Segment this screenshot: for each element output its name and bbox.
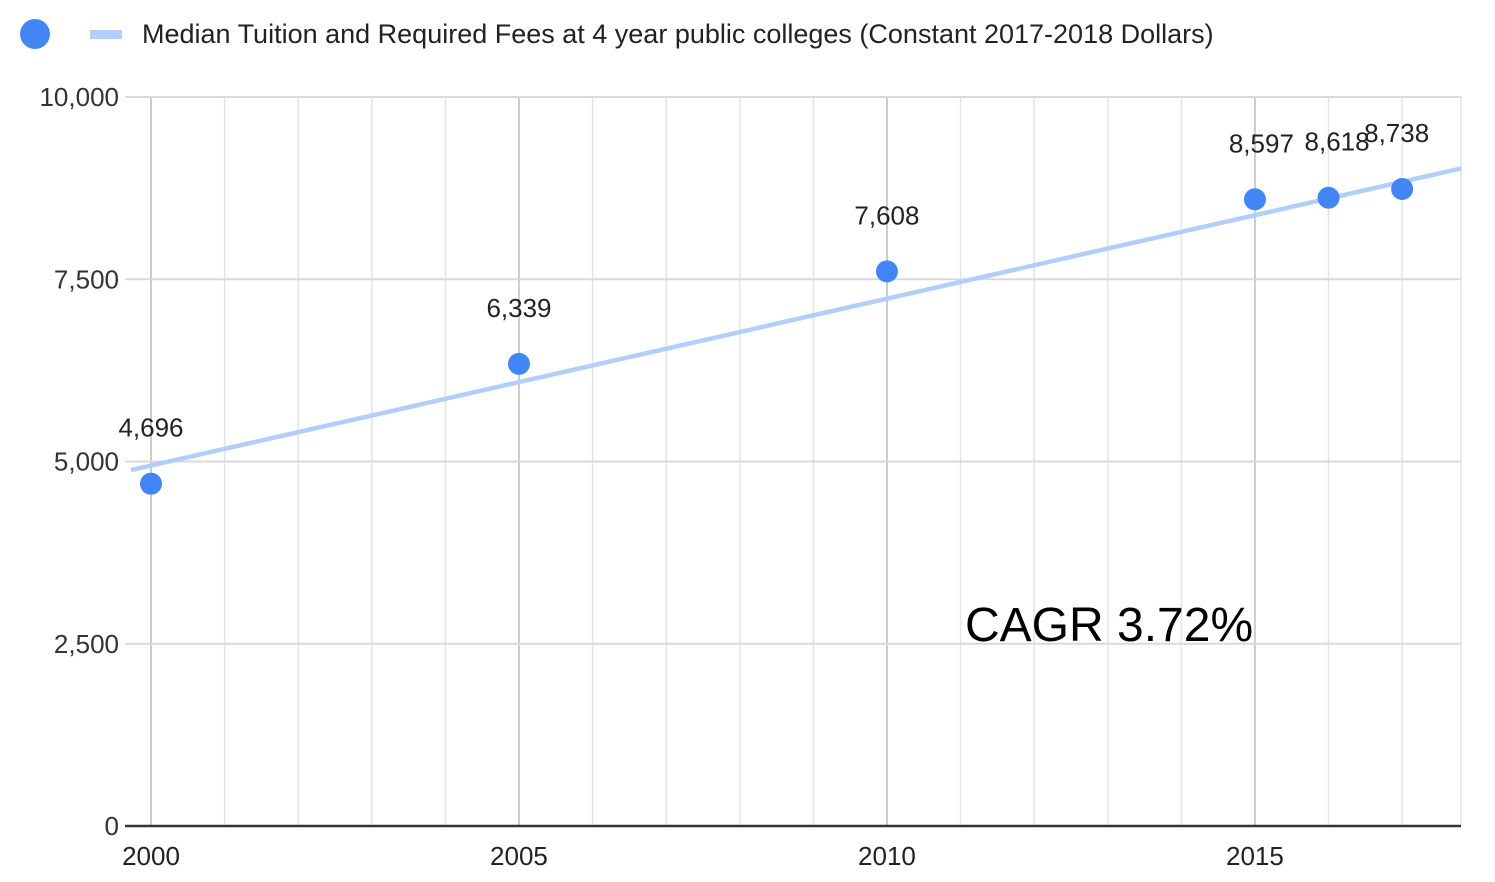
x-tick-label: 2015	[1226, 841, 1284, 871]
legend-trendline-marker	[90, 29, 122, 39]
data-label: 8,738	[1364, 118, 1429, 148]
data-point	[140, 472, 162, 495]
legend-trendline-label: Median Tuition and Required Fees at 4 ye…	[142, 18, 1214, 49]
data-point	[507, 352, 530, 375]
legend: Median Tuition and Required Fees at 4 ye…	[20, 14, 1214, 54]
x-tick-label: 2010	[858, 841, 916, 871]
data-label: 8,597	[1229, 128, 1294, 158]
data-label: 6,339	[486, 293, 551, 323]
points-layer	[140, 177, 1414, 495]
x-tick-label: 2005	[490, 841, 548, 871]
legend-scatter-marker	[20, 19, 50, 49]
y-tick-label: 7,500	[54, 264, 119, 294]
data-label: 4,696	[118, 413, 183, 443]
y-tick-label: 2,500	[54, 629, 119, 659]
data-point	[1243, 188, 1266, 211]
y-tick-label: 0	[105, 811, 119, 841]
data-point	[1317, 186, 1340, 209]
grid	[125, 96, 1462, 826]
trendline-layer	[130, 166, 1462, 473]
y-tick-label: 5,000	[54, 447, 119, 477]
y-tick-label: 10,000	[39, 82, 119, 112]
data-point	[875, 260, 898, 283]
data-label: 7,608	[854, 200, 919, 230]
axes: 0 2,500 5,000 7,500 10,000 2000 2005 2010 2015	[39, 82, 1461, 871]
x-tick-label: 2000	[122, 841, 180, 871]
cagr-annotation: CAGR 3.72%	[965, 599, 1254, 652]
trendline	[130, 166, 1462, 473]
data-label: 8,618	[1305, 127, 1370, 157]
data-point	[1391, 177, 1414, 200]
